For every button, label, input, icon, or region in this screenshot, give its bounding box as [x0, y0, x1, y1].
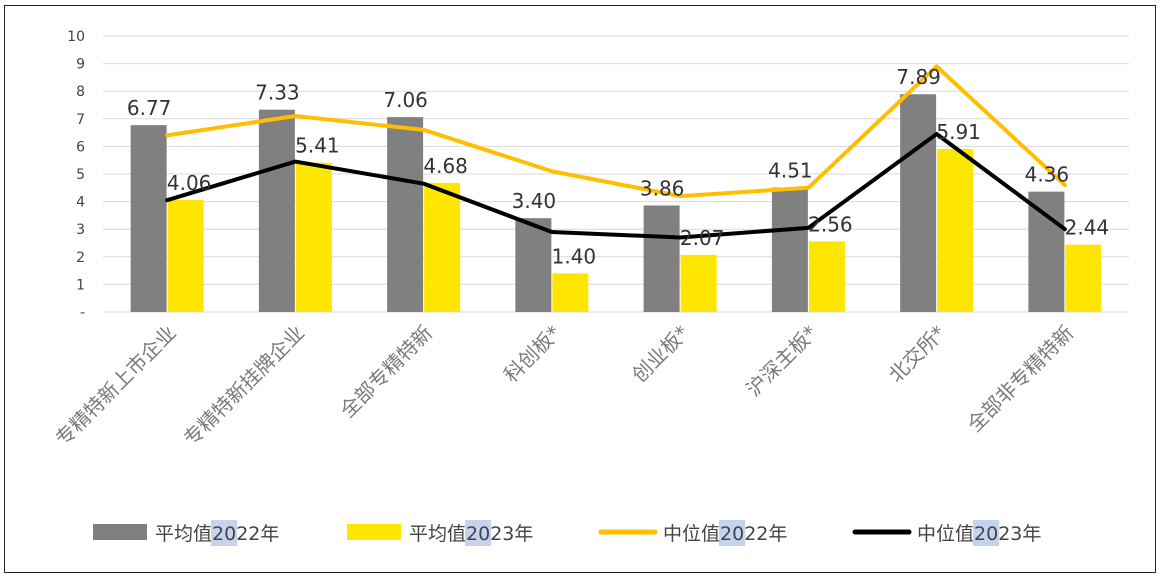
bar [900, 94, 937, 313]
y-tick-label: 9 [76, 57, 85, 73]
bar [258, 109, 295, 312]
category-label: 全部非专精特新 [962, 321, 1078, 437]
data-label: 5.41 [295, 134, 340, 158]
legend-year: 2023年 [466, 523, 533, 545]
data-label: 6.77 [127, 96, 172, 120]
y-tick-label: 1 [76, 277, 85, 293]
legend-label: 平均值 [155, 523, 212, 545]
bar [1028, 191, 1065, 312]
bar [130, 125, 167, 312]
data-label: 5.91 [936, 120, 981, 144]
y-tick-label: 6 [76, 139, 85, 155]
legend-highlight [719, 520, 746, 546]
category-label: 全部专精特新 [335, 321, 437, 423]
y-tick-label: - [80, 305, 85, 321]
legend-swatch [93, 524, 147, 540]
data-label: 3.40 [512, 189, 557, 213]
category-label: 专精特新挂牌企业 [179, 321, 309, 451]
legend-label: 中位值 [917, 523, 974, 545]
data-label: 3.86 [640, 176, 685, 200]
bar [1065, 244, 1102, 312]
legend-swatch [347, 524, 401, 540]
y-tick-label: 3 [76, 222, 85, 238]
y-tick-label: 8 [76, 84, 85, 100]
data-label: 4.06 [167, 171, 212, 195]
bar [295, 162, 332, 312]
bar [387, 117, 424, 312]
legend-highlight [465, 520, 492, 546]
data-label: 4.36 [1025, 163, 1070, 187]
legend-year: 2023年 [974, 523, 1041, 545]
bar [424, 182, 461, 312]
data-label: 2.07 [680, 226, 725, 250]
bar [937, 148, 974, 312]
legend-highlight [211, 520, 238, 546]
bar [680, 254, 717, 312]
data-label: 2.56 [808, 212, 853, 236]
y-tick-label: 2 [76, 250, 85, 266]
bar [515, 218, 552, 312]
chart-frame: - 1 2 3 4 5 6 7 8 9 10 6.77 7.33 7.06 3.40 3.86 4.51 7.89… [4, 5, 1156, 573]
legend-label: 平均值 [409, 523, 466, 545]
data-label: 7.33 [255, 81, 300, 105]
combo-bar-line-chart: - 1 2 3 4 5 6 7 8 9 10 6.77 7.33 7.06 3.40 3.86 4.51 7.89… [51, 29, 1129, 546]
category-label: 创业板* [627, 321, 693, 387]
y-tick-label: 4 [76, 195, 85, 211]
legend-highlight [973, 520, 1000, 546]
bar [808, 241, 845, 312]
data-label: 7.06 [383, 88, 428, 112]
bar [771, 187, 808, 312]
legend-label: 中位值 [663, 523, 720, 545]
data-label: 1.40 [552, 244, 597, 268]
data-label: 4.68 [423, 154, 468, 178]
y-tick-label: 5 [76, 167, 85, 183]
category-label: 北交所* [884, 321, 950, 387]
bar [167, 199, 204, 312]
category-label: 专精特新上市企业 [51, 321, 181, 451]
y-tick-label: 7 [76, 112, 85, 128]
series-line [165, 64, 1067, 199]
category-label: 科创板* [499, 321, 565, 387]
data-label: 7.89 [896, 65, 941, 89]
series-line [165, 131, 1067, 240]
data-label: 2.44 [1065, 216, 1110, 240]
bar [552, 273, 589, 312]
legend-year: 2022年 [720, 523, 787, 545]
legend-year: 2022年 [212, 523, 279, 545]
data-label: 4.51 [768, 159, 813, 183]
bar [643, 205, 680, 312]
category-label: 沪深主板* [741, 321, 822, 402]
y-tick-label: 10 [67, 29, 85, 45]
